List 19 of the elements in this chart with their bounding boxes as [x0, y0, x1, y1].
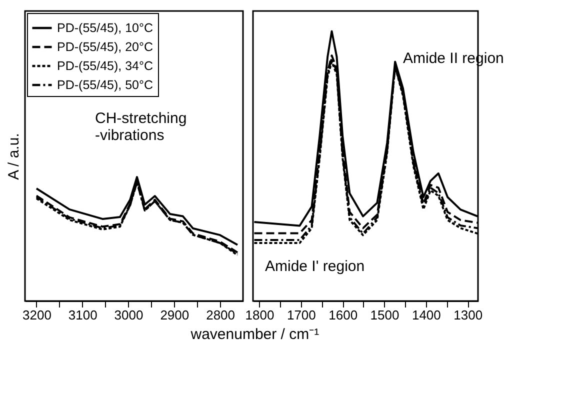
legend-label: PD-(55/45), 50°C: [57, 78, 154, 92]
x-tick-label: 3100: [68, 308, 98, 322]
x-tick-label: 1700: [286, 308, 316, 322]
x-tick-label: 1500: [370, 308, 400, 322]
y-axis-title: A / a.u.: [6, 133, 22, 180]
x-tick-label: 2900: [160, 308, 190, 322]
x-tick-label: 1400: [412, 308, 441, 322]
legend-label: PD-(55/45), 20°C: [57, 40, 154, 54]
x-tick-label: 1600: [328, 308, 358, 322]
x-axis-title: wavenumber / cm⁻¹: [190, 326, 320, 343]
x-tick-label: 1300: [454, 308, 483, 322]
legend-label: PD-(55/45), 10°C: [57, 21, 154, 35]
x-tick-label: 2800: [206, 308, 236, 322]
x-tick-label: 3000: [114, 308, 144, 322]
legend-label: PD-(55/45), 34°C: [57, 59, 154, 73]
text: CH-stretching -vibrations: [95, 110, 187, 144]
x-tick-label: 3200: [22, 308, 52, 322]
annotation: Amide I' region: [265, 258, 365, 275]
x-tick-label: 1800: [245, 308, 274, 322]
